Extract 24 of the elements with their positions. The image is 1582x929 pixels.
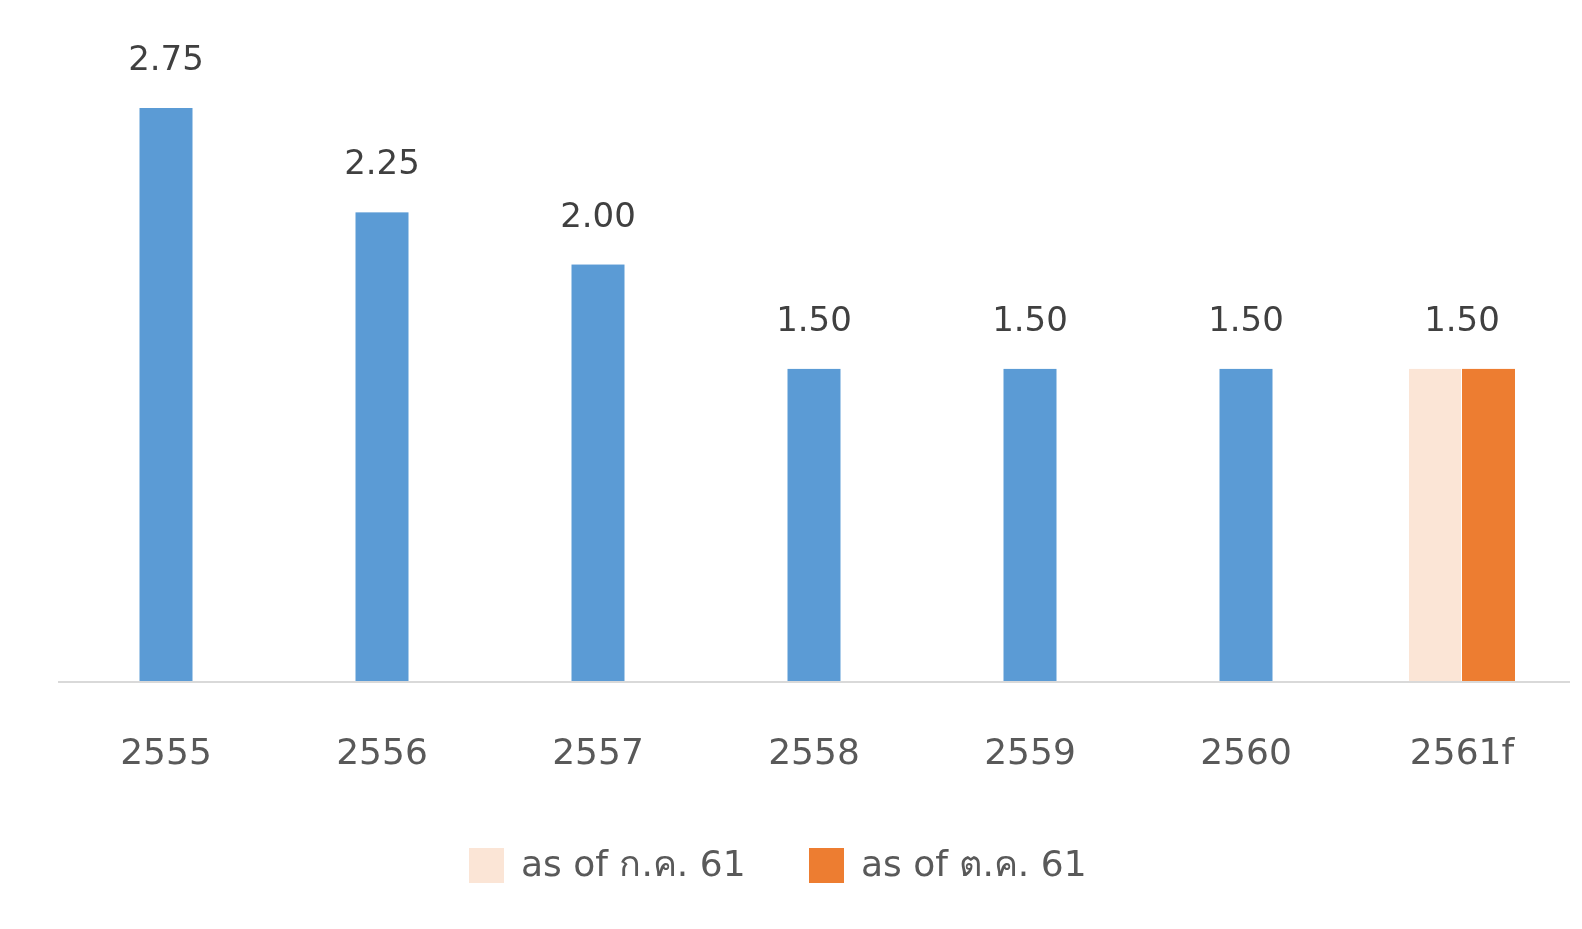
data-label: 1.50 (1208, 298, 1284, 339)
data-label: 2.25 (344, 142, 420, 183)
x-tick-label: 2559 (984, 731, 1076, 772)
data-label: 1.50 (1424, 298, 1500, 339)
bar (1219, 368, 1273, 682)
bar (355, 212, 409, 682)
x-tick-label: 2561f (1409, 731, 1516, 772)
bar (571, 264, 625, 682)
data-label: 1.50 (992, 298, 1068, 339)
x-tick-label: 2555 (120, 731, 212, 772)
bar (1462, 368, 1515, 682)
bar (787, 368, 841, 682)
x-tick-label: 2556 (336, 731, 428, 772)
bar (1003, 368, 1057, 682)
legend-label: as of ก.ค. 61 (521, 843, 746, 884)
data-label: 1.50 (776, 298, 852, 339)
x-tick-label: 2558 (768, 731, 860, 772)
x-tick-label: 2560 (1200, 731, 1292, 772)
data-label: 2.75 (128, 38, 204, 78)
data-label: 2.00 (560, 194, 636, 235)
bar (139, 108, 193, 682)
x-tick-label: 2557 (552, 731, 644, 772)
bar (1409, 368, 1461, 682)
legend-label: as of ต.ค. 61 (861, 843, 1087, 884)
